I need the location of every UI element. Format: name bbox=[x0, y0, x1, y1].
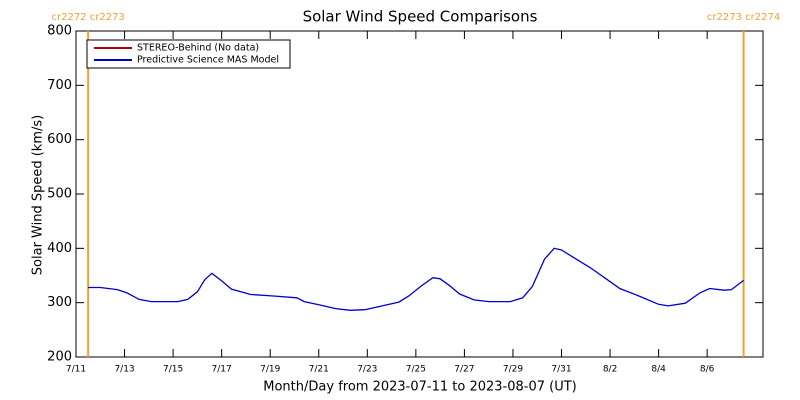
y-tick-label: 400 bbox=[47, 241, 72, 256]
chart-title: Solar Wind Speed Comparisons bbox=[303, 8, 538, 26]
legend-label: STEREO-Behind (No data) bbox=[137, 43, 259, 54]
x-tick-label: 7/27 bbox=[454, 365, 474, 375]
x-tick-label: 7/25 bbox=[406, 365, 426, 375]
rotation-label: cr2272 cr2273 bbox=[51, 12, 124, 23]
y-tick-label: 600 bbox=[47, 132, 72, 147]
y-tick-label: 300 bbox=[47, 295, 72, 310]
x-tick-label: 7/21 bbox=[309, 365, 329, 375]
x-tick-label: 7/19 bbox=[260, 365, 280, 375]
y-tick-label: 800 bbox=[47, 24, 72, 39]
x-tick-label: 7/11 bbox=[66, 365, 86, 375]
y-tick-label: 500 bbox=[47, 187, 72, 202]
x-tick-label: 7/13 bbox=[114, 365, 134, 375]
legend-label: Predictive Science MAS Model bbox=[137, 55, 279, 66]
y-tick-label: 200 bbox=[47, 350, 72, 365]
rotation-label: cr2273 cr2274 bbox=[707, 12, 780, 23]
y-tick-label: 700 bbox=[47, 78, 72, 93]
series-line bbox=[88, 247, 744, 311]
x-tick-label: 7/29 bbox=[503, 365, 523, 375]
x-tick-label: 7/17 bbox=[212, 365, 232, 375]
x-axis-label: Month/Day from 2023-07-11 to 2023-08-07 … bbox=[263, 380, 576, 395]
x-tick-label: 8/2 bbox=[603, 365, 617, 375]
x-tick-label: 7/31 bbox=[551, 365, 571, 375]
x-tick-label: 7/15 bbox=[163, 365, 183, 375]
x-tick-label: 8/6 bbox=[700, 365, 715, 375]
legend-box bbox=[86, 39, 291, 69]
x-tick-label: 7/23 bbox=[357, 365, 377, 375]
x-tick-label: 8/4 bbox=[651, 365, 666, 375]
y-axis-label: Solar Wind Speed (km/s) bbox=[31, 115, 46, 275]
